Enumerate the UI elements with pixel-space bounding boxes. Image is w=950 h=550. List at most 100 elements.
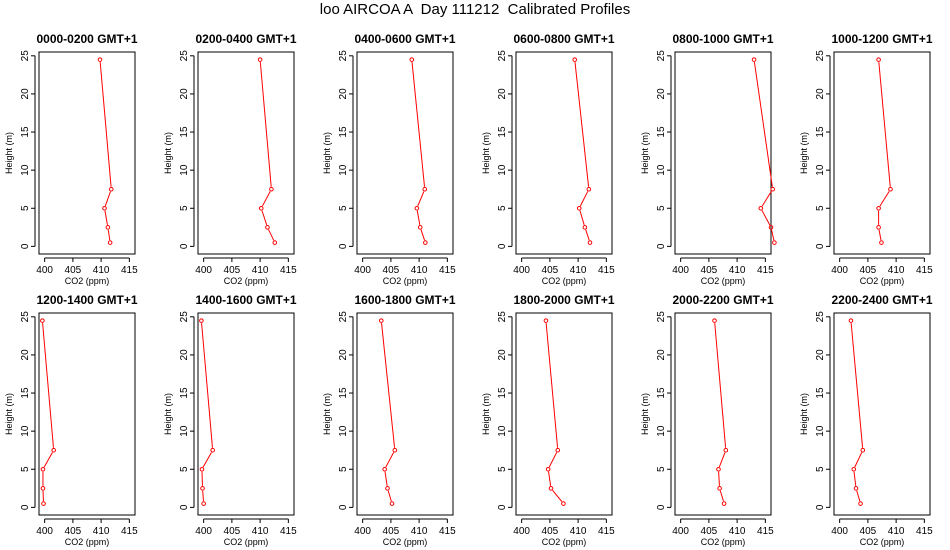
x-tick-label: 415 <box>916 526 933 537</box>
plot-frame <box>356 51 454 255</box>
data-point <box>543 318 549 323</box>
x-tick-label: 415 <box>280 265 297 276</box>
x-tick-label: 410 <box>888 265 905 276</box>
data-point <box>265 225 270 230</box>
plot-frame <box>38 312 136 516</box>
data-point <box>879 240 884 245</box>
x-tick-label: 410 <box>93 526 110 537</box>
x-tick-label: 405 <box>383 526 400 537</box>
x-axis-label: CO2 (ppm) <box>65 276 110 286</box>
profile-line-segment <box>856 490 861 502</box>
x-tick-label: 410 <box>252 265 269 276</box>
x-tick-label: 400 <box>354 526 371 537</box>
panel-title: 2200-2400 GMT+1 <box>831 293 932 307</box>
x-tick-label: 415 <box>916 265 933 276</box>
x-tick-label: 415 <box>121 526 138 537</box>
y-axis-label: Height (m) <box>4 393 14 435</box>
panel-title: 2000-2200 GMT+1 <box>672 293 773 307</box>
x-axis-label: CO2 (ppm) <box>542 537 587 547</box>
y-tick-label: 10 <box>497 164 508 176</box>
y-tick-label: 25 <box>656 311 667 323</box>
y-tick-label: 25 <box>20 50 31 62</box>
panel-title: 1200-1400 GMT+1 <box>36 293 137 307</box>
data-point <box>105 225 111 230</box>
data-point <box>576 205 582 211</box>
profile-line-segment <box>574 62 590 187</box>
profile-line-segment <box>850 323 864 448</box>
data-point <box>210 447 215 453</box>
x-axis-label: CO2 (ppm) <box>383 276 428 286</box>
x-tick-label: 410 <box>252 526 269 537</box>
profile-panel-11: 2000-2200 GMT+1 400 405 410 415 CO2 (ppm) 0 5 10… <box>640 293 774 547</box>
profile-line-segment <box>879 191 890 207</box>
data-point <box>269 186 274 192</box>
x-tick-label: 415 <box>757 265 774 276</box>
x-tick-label: 410 <box>888 526 905 537</box>
profile-line-segment <box>420 229 426 241</box>
x-tick-label: 405 <box>542 265 559 276</box>
figure-title: loo AIRCOA A Day 111212 Calibrated Profi… <box>319 1 631 18</box>
x-tick-label: 405 <box>860 526 877 537</box>
profile-line-segment <box>853 471 857 486</box>
profile-panel-9: 1600-1800 GMT+1 400 405 410 415 CO2 (ppm) 0 5 10… <box>322 293 456 547</box>
profile-line-segment <box>585 229 590 241</box>
plot-frame <box>515 51 613 255</box>
profile-line-segment <box>548 471 552 486</box>
profile-panel-12: 2200-2400 GMT+1 400 405 410 415 CO2 (ppm) 0 5 10… <box>799 293 933 547</box>
x-tick-label: 405 <box>860 265 877 276</box>
x-axis-label: CO2 (ppm) <box>701 537 746 547</box>
y-tick-label: 15 <box>20 387 31 399</box>
x-tick-label: 405 <box>224 265 241 276</box>
profile-line-segment <box>771 229 775 241</box>
profile-panel-8: 1400-1600 GMT+1 400 405 410 415 CO2 (ppm) 0 5 10… <box>163 293 297 547</box>
profile-line-segment <box>381 323 396 448</box>
x-tick-label: 405 <box>65 526 82 537</box>
y-tick-label: 5 <box>497 466 508 472</box>
y-tick-label: 15 <box>338 126 349 138</box>
x-tick-label: 410 <box>570 526 587 537</box>
y-tick-label: 5 <box>179 466 190 472</box>
y-tick-label: 20 <box>20 349 31 361</box>
y-tick-label: 10 <box>338 425 349 437</box>
y-tick-label: 20 <box>20 88 31 100</box>
data-point <box>40 486 46 491</box>
data-point <box>572 57 578 62</box>
y-tick-label: 15 <box>815 126 826 138</box>
x-tick-label: 400 <box>195 265 212 276</box>
profile-line-segment <box>387 490 392 502</box>
x-tick-label: 415 <box>598 265 615 276</box>
data-point <box>40 318 45 323</box>
y-tick-label: 5 <box>656 466 667 472</box>
y-tick-label: 10 <box>338 164 349 176</box>
panel-title: 0200-0400 GMT+1 <box>195 32 296 46</box>
data-point <box>860 447 866 453</box>
y-tick-label: 20 <box>815 349 826 361</box>
y-tick-label: 0 <box>20 243 31 249</box>
y-tick-label: 25 <box>338 311 349 323</box>
data-point <box>876 57 881 62</box>
y-axis-label: Height (m) <box>799 132 809 174</box>
data-point <box>717 486 722 491</box>
profile-panel-6: 1000-1200 GMT+1 400 405 410 415 CO2 (ppm) 0 5 10… <box>799 32 933 286</box>
x-axis-label: CO2 (ppm) <box>224 276 269 286</box>
x-tick-label: 415 <box>439 265 456 276</box>
profile-line-segment <box>579 210 585 226</box>
data-point <box>41 501 46 506</box>
x-tick-label: 410 <box>411 526 428 537</box>
y-tick-label: 10 <box>179 425 190 437</box>
y-tick-label: 20 <box>338 349 349 361</box>
x-tick-label: 400 <box>513 265 530 276</box>
y-tick-label: 0 <box>656 243 667 249</box>
data-point <box>876 225 881 230</box>
profile-line-segment <box>417 191 425 207</box>
y-axis-label: Height (m) <box>640 393 650 435</box>
profile-line-segment <box>548 452 558 468</box>
x-tick-label: 415 <box>757 526 774 537</box>
y-tick-label: 0 <box>338 504 349 510</box>
data-point <box>382 466 387 472</box>
profile-line-segment <box>99 62 112 187</box>
y-tick-label: 5 <box>815 205 826 211</box>
data-point <box>51 447 56 453</box>
data-point <box>199 318 204 323</box>
